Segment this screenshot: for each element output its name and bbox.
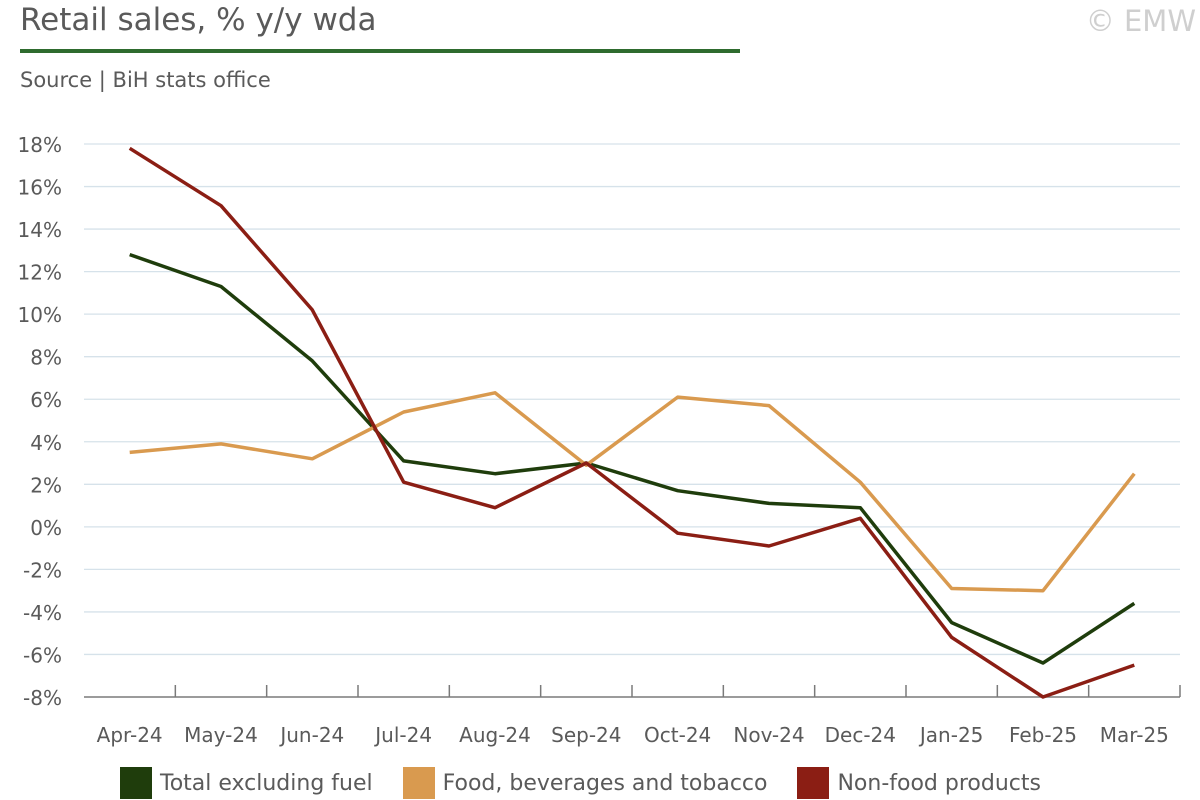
series-line-total-excluding-fuel [129,252,1136,665]
y-tick-label: 2% [30,473,62,497]
x-tick-label: May-24 [184,723,258,747]
legend-swatch [120,767,152,799]
series-line-food-beverages-and-tobacco [129,391,1136,593]
x-tick-label: Oct-24 [644,723,711,747]
legend-item: Non-food products [797,767,1041,799]
y-tick-label: -8% [23,686,62,710]
legend-swatch [402,767,435,799]
chart-legend: Total excluding fuel Food, beverages and … [120,766,1071,800]
x-tick-label: Apr-24 [97,723,163,747]
x-tick-label: Jul-24 [373,723,432,747]
x-tick-label: Dec-24 [825,723,896,747]
chart-title: Retail sales, % y/y wda [20,2,377,38]
y-tick-label: 8% [30,346,62,370]
legend-label: Non-food products [837,770,1041,796]
y-tick-label: -4% [23,601,62,625]
x-tick-label: Mar-25 [1100,723,1169,747]
x-tick-label: Nov-24 [733,723,804,747]
line-chart: 18% 16% 14% 12% 10% 8% 6% 4% 2% 0% -2% -4% -6% -8% Apr… [18,133,1181,747]
legend-swatch [797,767,830,799]
y-tick-label: 16% [18,176,62,200]
x-tick-label: Feb-25 [1009,723,1077,747]
x-tick-label: Sep-24 [551,723,621,747]
y-tick-label: 4% [30,431,62,455]
source-note: Source | BiH stats office [20,68,271,92]
y-tick-label: 10% [18,303,62,327]
title-underline [20,49,740,53]
legend-item: Total excluding fuel [120,767,373,799]
y-tick-label: 6% [30,388,62,412]
x-tick-label: Jan-25 [918,723,984,747]
legend-item: Food, beverages and tobacco [402,767,768,799]
y-tick-label: 14% [18,218,62,242]
legend-label: Total excluding fuel [160,770,373,796]
x-tick-label: Jun-24 [278,723,344,747]
y-tick-label: 18% [18,133,62,157]
y-tick-label: 12% [18,261,62,285]
legend-label: Food, beverages and tobacco [442,770,768,796]
y-tick-label: 0% [30,516,62,540]
y-tick-label: -2% [23,558,62,582]
y-tick-label: -6% [23,643,62,667]
x-tick-label: Aug-24 [459,723,531,747]
series-line-non-food-products [128,146,1135,699]
copyright-text: © EMW [1085,4,1196,38]
